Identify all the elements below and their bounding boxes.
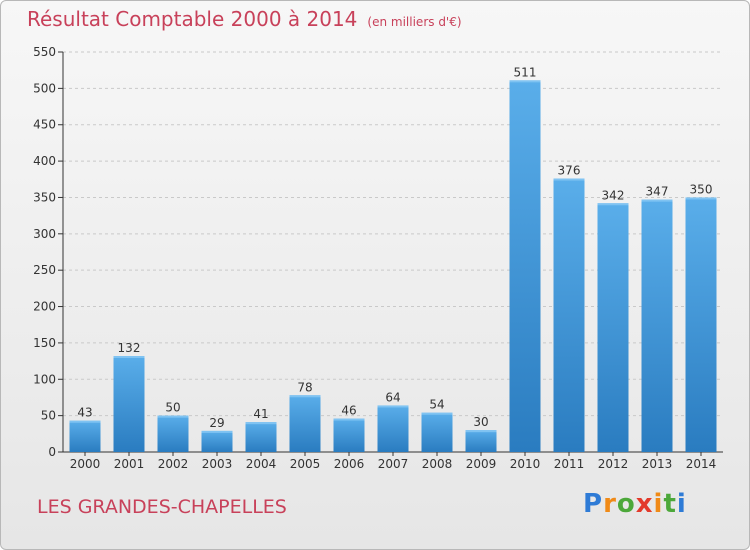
data-label: 78 [297, 380, 312, 394]
bar [201, 430, 233, 452]
bar-top [157, 415, 189, 418]
bar-top [377, 405, 409, 408]
bar [685, 197, 717, 452]
y-tick-label: 250 [33, 263, 56, 277]
x-tick-label: 2004 [246, 457, 277, 471]
bar-top [201, 430, 233, 433]
bar-top [245, 422, 277, 425]
y-tick-label: 300 [33, 227, 56, 241]
bar [333, 418, 365, 452]
data-label: 376 [558, 164, 581, 178]
x-tick-label: 2013 [642, 457, 673, 471]
bar [509, 80, 541, 452]
bar [377, 405, 409, 452]
chart-unit: (en milliers d'€) [367, 15, 462, 29]
y-tick-label: 400 [33, 154, 56, 168]
bar-top [641, 199, 673, 202]
x-tick-label: 2005 [290, 457, 321, 471]
bar [289, 395, 321, 452]
y-tick-label: 100 [33, 372, 56, 386]
data-label: 30 [473, 415, 488, 429]
data-label: 41 [253, 407, 268, 421]
bar [597, 203, 629, 452]
y-tick-label: 550 [33, 45, 56, 59]
bar-top [597, 203, 629, 206]
x-tick-label: 2009 [466, 457, 497, 471]
y-tick-label: 200 [33, 300, 56, 314]
commune-name: LES GRANDES-CHAPELLES [37, 496, 287, 518]
y-tick-label: 350 [33, 190, 56, 204]
x-tick-label: 2002 [158, 457, 189, 471]
data-label: 29 [209, 416, 224, 430]
data-label: 54 [429, 398, 444, 412]
bar-top [465, 430, 497, 433]
data-label: 342 [602, 188, 625, 202]
bar-top [685, 197, 717, 200]
y-tick-label: 150 [33, 336, 56, 350]
x-tick-label: 2006 [334, 457, 365, 471]
chart-title-text: Résultat Comptable 2000 à 2014 [27, 7, 358, 31]
x-tick-label: 2010 [510, 457, 541, 471]
x-tick-label: 2007 [378, 457, 409, 471]
bar-top [553, 178, 585, 181]
x-tick-label: 2003 [202, 457, 233, 471]
bar [465, 430, 497, 452]
x-tick-label: 2011 [554, 457, 585, 471]
y-tick-label: 0 [48, 445, 56, 459]
y-tick-label: 450 [33, 118, 56, 132]
y-tick-label: 500 [33, 81, 56, 95]
x-tick-label: 2008 [422, 457, 453, 471]
bar [113, 356, 145, 452]
chart-title: Résultat Comptable 2000 à 2014 (en millie… [27, 7, 462, 31]
x-tick-label: 2014 [686, 457, 717, 471]
bar-top [421, 412, 453, 415]
data-label: 43 [77, 406, 92, 420]
data-label: 64 [385, 390, 400, 404]
x-tick-label: 2001 [114, 457, 145, 471]
data-label: 50 [165, 401, 180, 415]
bar [553, 178, 585, 452]
bar [421, 412, 453, 452]
data-label: 46 [341, 404, 356, 418]
bar-top [333, 418, 365, 421]
data-label: 347 [646, 185, 669, 199]
bar [69, 420, 101, 452]
bar [245, 422, 277, 452]
bar [157, 415, 189, 452]
bar [641, 199, 673, 452]
bar-top [509, 80, 541, 83]
x-tick-label: 2012 [598, 457, 629, 471]
bar-top [289, 395, 321, 398]
data-label: 511 [514, 65, 537, 79]
x-tick-label: 2000 [70, 457, 101, 471]
bar-top [69, 420, 101, 423]
data-label: 350 [690, 182, 713, 196]
y-tick-label: 50 [41, 409, 56, 423]
data-label: 132 [118, 341, 141, 355]
proxiti-logo: Proxiti [583, 489, 687, 519]
bar-top [113, 356, 145, 358]
